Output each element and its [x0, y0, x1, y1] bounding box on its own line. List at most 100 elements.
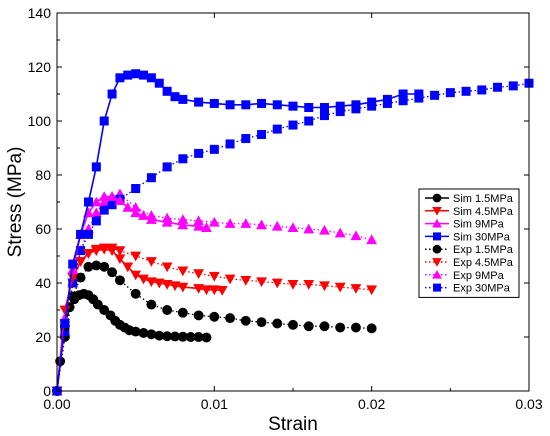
data-point-sim-1-5mpa: [201, 332, 212, 343]
data-point-exp-9mpa: [224, 218, 236, 228]
legend-marker: [432, 206, 442, 216]
data-point-sim-9mpa: [98, 191, 110, 201]
data-point-exp-4-5mpa: [366, 285, 378, 296]
data-point-exp-30mpa: [225, 139, 235, 149]
data-point-sim-30mpa: [241, 100, 251, 110]
legend-marker: [433, 232, 441, 241]
legend-entry-sim-4-5mpa: Sim 4.5MPa: [425, 206, 514, 218]
data-point-exp-30mpa: [162, 162, 172, 172]
data-point-exp-9mpa: [366, 234, 378, 245]
data-point-sim-1-5mpa: [170, 331, 180, 342]
data-point-sim-30mpa: [414, 89, 424, 99]
legend-marker: [433, 283, 441, 292]
data-point-exp-30mpa: [398, 96, 408, 106]
data-point-exp-30mpa: [319, 111, 329, 121]
data-point-exp-1-5mpa: [350, 322, 361, 333]
legend-label: Sim 9MPa: [453, 219, 505, 231]
data-point-sim-1-5mpa: [193, 332, 204, 342]
data-point-sim-1-5mpa: [154, 330, 165, 341]
data-point-sim-30mpa: [351, 100, 361, 110]
data-point-sim-9mpa: [90, 196, 102, 207]
series-sim-1-5mpa: [52, 288, 212, 396]
series-layer: [51, 69, 534, 397]
data-point-exp-1-5mpa: [240, 315, 251, 326]
data-point-sim-30mpa: [107, 89, 117, 99]
legend-label: Exp 30MPa: [453, 283, 511, 295]
data-point-exp-1-5mpa: [91, 260, 102, 271]
data-point-exp-9mpa: [98, 196, 110, 207]
legend-marker: [432, 244, 442, 254]
data-point-exp-4-5mpa: [287, 280, 299, 290]
data-point-sim-30mpa: [154, 78, 164, 88]
data-point-exp-9mpa: [208, 216, 220, 227]
x-tick-label: 0.00: [43, 396, 70, 412]
data-point-exp-1-5mpa: [107, 267, 118, 278]
legend-label: Exp 9MPa: [453, 270, 505, 282]
data-point-exp-30mpa: [257, 130, 267, 139]
legend-entry-sim-30mpa: Sim 30MPa: [425, 231, 511, 243]
data-point-sim-30mpa: [257, 98, 267, 108]
data-point-exp-4-5mpa: [240, 275, 252, 286]
data-point-sim-4-5mpa: [106, 246, 118, 256]
data-point-exp-4-5mpa: [256, 277, 267, 288]
data-point-exp-30mpa: [493, 82, 503, 92]
data-point-exp-30mpa: [178, 154, 188, 164]
data-point-sim-30mpa: [178, 94, 188, 104]
data-point-sim-30mpa: [367, 97, 377, 107]
x-axis-title: Strain: [268, 414, 318, 435]
data-point-sim-4-5mpa: [83, 248, 94, 259]
legend-marker: [432, 193, 442, 203]
y-tick-label: 100: [28, 113, 52, 129]
data-point-exp-1-5mpa: [83, 261, 94, 272]
data-point-exp-1-5mpa: [146, 299, 157, 310]
data-point-exp-1-5mpa: [303, 321, 314, 332]
data-point-sim-1-5mpa: [146, 329, 157, 340]
y-tick-label: 40: [35, 275, 51, 291]
data-point-sim-9mpa: [114, 195, 126, 205]
data-point-sim-4-5mpa: [75, 257, 86, 267]
data-point-sim-9mpa: [130, 207, 142, 218]
data-point-sim-30mpa: [139, 70, 149, 80]
data-point-sim-30mpa: [319, 103, 329, 112]
y-tick-label: 60: [35, 221, 51, 237]
data-point-exp-1-5mpa: [272, 318, 283, 329]
data-point-sim-30mpa: [115, 73, 125, 83]
data-point-exp-30mpa: [99, 205, 109, 215]
data-point-sim-30mpa: [60, 319, 70, 328]
data-point-sim-4-5mpa: [161, 280, 173, 290]
data-point-exp-30mpa: [272, 124, 282, 134]
data-point-exp-1-5mpa: [366, 323, 377, 334]
data-point-exp-4-5mpa: [334, 282, 346, 293]
data-point-sim-1-5mpa: [177, 331, 188, 342]
data-point-exp-30mpa: [288, 120, 298, 130]
data-point-exp-30mpa: [107, 200, 117, 210]
data-point-sim-9mpa: [161, 216, 173, 227]
data-point-sim-30mpa: [335, 101, 345, 111]
data-point-sim-30mpa: [91, 162, 101, 172]
data-point-sim-4-5mpa: [90, 246, 102, 256]
data-point-sim-30mpa: [225, 100, 235, 110]
data-point-sim-4-5mpa: [193, 284, 204, 294]
data-point-exp-9mpa: [193, 215, 204, 226]
data-point-sim-30mpa: [170, 92, 180, 102]
data-point-sim-4-5mpa: [146, 277, 157, 288]
data-point-exp-30mpa: [335, 107, 345, 117]
data-point-exp-4-5mpa: [224, 274, 236, 285]
data-point-exp-4-5mpa: [303, 280, 315, 290]
data-point-exp-4-5mpa: [271, 278, 283, 289]
y-tick-label: 140: [28, 5, 52, 21]
x-tick-label: 0.03: [515, 396, 542, 412]
data-point-sim-1-5mpa: [162, 331, 173, 342]
data-point-exp-30mpa: [83, 229, 93, 239]
data-point-exp-9mpa: [90, 207, 102, 218]
data-point-sim-30mpa: [131, 69, 141, 79]
data-point-exp-9mpa: [303, 223, 315, 234]
legend-label: Exp 4.5MPa: [453, 257, 514, 269]
legend-label: Sim 1.5MPa: [453, 193, 514, 205]
data-point-exp-9mpa: [271, 220, 283, 231]
y-axis-title: Stress (MPa): [5, 147, 26, 258]
legend-entry-sim-1-5mpa: Sim 1.5MPa: [425, 193, 514, 205]
data-point-exp-9mpa: [130, 202, 142, 212]
data-point-exp-9mpa: [334, 227, 346, 238]
